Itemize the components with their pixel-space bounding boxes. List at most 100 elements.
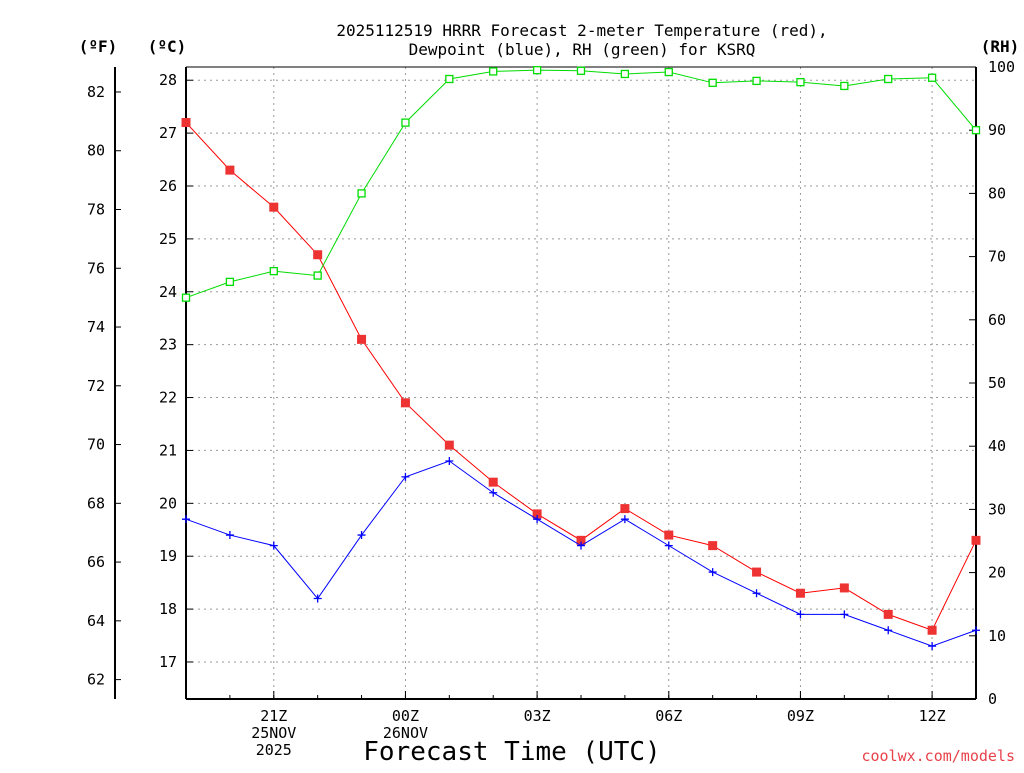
temperature-point: [313, 250, 323, 260]
grid-lines: [186, 67, 976, 699]
temperature-point: [620, 504, 630, 514]
rh-point: [971, 126, 981, 135]
rh-point: [181, 293, 191, 302]
temperature-point: [752, 567, 762, 577]
fahrenheit-tick-label: 80: [87, 142, 105, 160]
rh-tick-label: 100: [988, 58, 1015, 76]
fahrenheit-tick-label: 68: [87, 494, 105, 512]
dewpoint-series: [182, 457, 980, 651]
temperature-point: [664, 530, 674, 540]
x-tick-label: 25NOV: [251, 724, 296, 742]
dewpoint-point: [225, 531, 234, 540]
rh-tick-label: 20: [988, 564, 1006, 582]
celsius-tick-label: 25: [159, 230, 177, 248]
rh-point: [664, 67, 673, 77]
x-tick-label: 03Z: [524, 707, 551, 725]
temperature-point: [708, 541, 718, 551]
celsius-tick-label: 24: [159, 283, 177, 301]
fahrenheit-tick-label: 74: [87, 318, 105, 336]
dewpoint-point: [840, 610, 849, 619]
dewpoint-point: [269, 541, 278, 550]
temperature-point: [488, 477, 498, 487]
celsius-tick-label: 21: [159, 441, 177, 459]
rh-tick-label: 70: [988, 248, 1006, 266]
rh-point: [357, 189, 366, 198]
celsius-tick-label: 20: [159, 494, 177, 512]
temperature-point: [357, 334, 367, 344]
temperature-point: [795, 588, 805, 598]
rh-point: [401, 118, 410, 127]
rh-tick-label: 80: [988, 184, 1006, 202]
temperature-point: [839, 583, 849, 593]
x-tick-label: 12Z: [919, 707, 946, 725]
fahrenheit-tick-label: 78: [87, 201, 105, 219]
celsius-tick-label: 19: [159, 547, 177, 565]
temperature-point: [444, 440, 454, 450]
temperature-point: [269, 202, 279, 212]
temperature-point: [883, 609, 893, 619]
dewpoint-point: [752, 589, 761, 598]
temperature-line: [185, 122, 977, 631]
rh-point: [840, 81, 849, 91]
temperature-point: [400, 398, 410, 408]
rh-point: [927, 73, 937, 82]
fahrenheit-tick-label: 64: [87, 612, 105, 630]
dewpoint-point: [445, 457, 454, 466]
dewpoint-point: [972, 626, 980, 635]
dewpoint-point: [796, 610, 805, 619]
x-tick-label: 26NOV: [383, 724, 428, 742]
rh-line: [185, 69, 977, 299]
rh-tick-label: 50: [988, 374, 1006, 392]
temperature-series: [181, 118, 981, 635]
dewpoint-point: [708, 568, 717, 577]
celsius-tick-label: 26: [159, 177, 177, 195]
celsius-tick-label: 23: [159, 336, 177, 354]
dewpoint-line: [185, 460, 977, 647]
rh-tick-label: 90: [988, 121, 1006, 139]
temperature-point: [927, 625, 937, 635]
x-tick-label: 06Z: [655, 707, 682, 725]
x-axis-label: Forecast Time (UTC): [363, 737, 660, 767]
fahrenheit-tick-label: 62: [87, 671, 105, 689]
dewpoint-point: [533, 515, 542, 524]
temperature-point: [181, 118, 191, 128]
rh-tick-label: 0: [988, 690, 997, 708]
celsius-tick-label: 22: [159, 389, 177, 407]
rh-point: [532, 66, 542, 75]
celsius-unit-label: (ºC): [148, 37, 187, 56]
dewpoint-point: [313, 594, 322, 603]
celsius-tick-label: 27: [159, 124, 177, 142]
temperature-point: [225, 165, 235, 175]
rh-point: [884, 74, 893, 84]
rh-point: [796, 78, 805, 87]
rh-tick-label: 60: [988, 311, 1006, 329]
fahrenheit-tick-label: 66: [87, 553, 105, 571]
rh-point: [225, 277, 235, 287]
fahrenheit-tick-label: 72: [87, 377, 105, 395]
celsius-tick-label: 28: [159, 71, 177, 89]
rh-point: [313, 271, 322, 280]
rh-tick-label: 40: [988, 437, 1006, 455]
rh-point: [489, 67, 498, 76]
x-tick-label: 21Z: [260, 707, 287, 725]
fahrenheit-unit-label: (ºF): [79, 37, 118, 56]
rh-tick-label: 30: [988, 500, 1006, 518]
x-tick-label: 00Z: [392, 707, 419, 725]
fahrenheit-tick-label: 82: [87, 83, 105, 101]
rh-point: [708, 78, 717, 87]
dewpoint-point: [577, 541, 585, 550]
rh-series: [181, 66, 981, 302]
dewpoint-point: [620, 515, 629, 524]
rh-unit-label: (RH): [981, 37, 1020, 56]
celsius-tick-label: 18: [159, 600, 177, 618]
rh-point: [445, 74, 454, 84]
fahrenheit-tick-label: 70: [87, 436, 105, 454]
chart-title-line-2: Dewpoint (blue), RH (green) for KSRQ: [409, 40, 756, 59]
rh-point: [752, 76, 761, 86]
dewpoint-point: [928, 642, 937, 651]
chart-title-line-1: 2025112519 HRRR Forecast 2-meter Tempera…: [336, 21, 827, 40]
dewpoint-point: [884, 626, 893, 635]
x-tick-label: 2025: [256, 741, 292, 759]
